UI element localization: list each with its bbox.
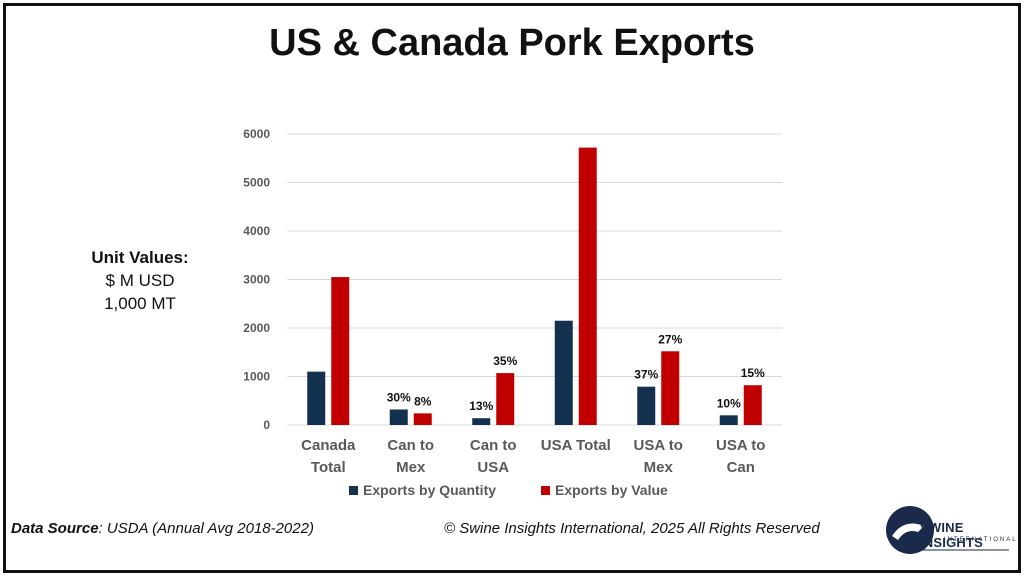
x-tick-label: USA to [716,437,765,454]
bar-value [661,351,680,425]
bar-value [578,147,597,425]
data-label: 8% [414,394,432,408]
legend-entry: Exports by Quantity [363,482,496,498]
legend-swatch [541,486,550,495]
x-tick-label: USA [477,459,509,476]
slide-frame [3,3,1021,573]
bar-quantity [554,320,573,425]
legend-entry: Exports by Value [555,482,668,498]
unit-values-line-1: $ M USD [105,271,175,290]
x-tick-label: USA Total [541,437,611,454]
x-tick-label: Can [727,459,755,476]
unit-values-note: Unit Values: $ M USD 1,000 MT [70,246,210,315]
data-source-note: Data Source: USDA (Annual Avg 2018-2022) [11,520,314,537]
legend-swatch [349,486,358,495]
data-source-text: : USDA (Annual Avg 2018-2022) [98,520,314,537]
data-label: 35% [493,354,517,368]
data-source-label: Data Source [11,520,99,537]
x-tick-label: Can to [387,437,434,454]
x-tick-label: Total [311,459,346,476]
bar-value [743,385,762,425]
data-label: 27% [658,332,682,346]
y-tick-label: 2000 [243,321,270,335]
chart-title: US & Canada Pork Exports [269,22,755,64]
x-tick-label: Canada [301,437,356,454]
bar-quantity [719,415,738,425]
y-tick-label: 4000 [243,224,270,238]
data-label: 15% [741,366,765,380]
y-tick-label: 3000 [243,273,270,287]
y-tick-label: 0 [263,418,270,432]
y-tick-label: 6000 [243,127,270,141]
bar-quantity [637,386,656,425]
unit-values-heading: Unit Values: [91,248,189,267]
bar-value [331,277,350,425]
logo-name: SWINE INSIGHTS [920,520,983,550]
logo-subtitle: INTERNATIONAL [944,537,1018,543]
y-tick-label: 1000 [243,370,270,384]
y-tick-label: 5000 [243,176,270,190]
data-label: 13% [469,399,493,413]
unit-values-line-2: 1,000 MT [104,294,176,313]
x-tick-label: Mex [644,459,674,476]
bar-quantity [389,409,408,425]
x-tick-label: USA to [634,437,683,454]
bar-value [496,373,515,425]
data-label: 30% [387,390,411,404]
bar-value [413,413,432,425]
bar-quantity [307,371,326,425]
x-tick-label: Can to [470,437,517,454]
x-tick-label: Mex [396,459,426,476]
data-label: 37% [634,368,658,382]
bar-quantity [472,418,491,425]
copyright-note: © Swine Insights International, 2025 All… [444,520,820,537]
data-label: 10% [717,396,741,410]
swine-insights-logo-icon [886,506,1009,554]
